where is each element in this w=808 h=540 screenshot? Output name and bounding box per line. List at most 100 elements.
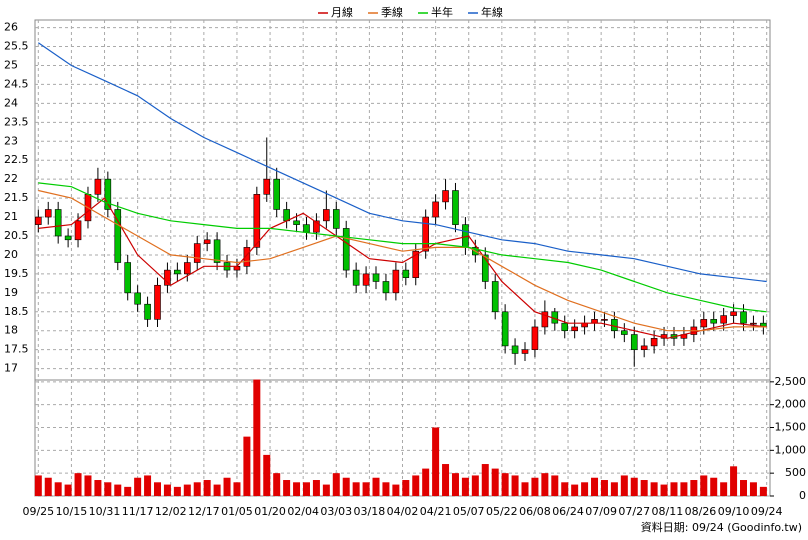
candle-body (611, 319, 618, 332)
candle-body (392, 269, 400, 294)
y-tick-label: 20 (4, 248, 18, 261)
volume-bar (571, 484, 579, 496)
y-tick-label: 19.5 (4, 267, 29, 280)
volume-bar (302, 482, 310, 496)
legend-label: 季線 (381, 5, 403, 19)
footer: 資料日期: 09/24 (Goodinfo.tw) (641, 520, 802, 534)
x-tick-label: 04/02 (387, 505, 419, 518)
volume-bar (213, 484, 221, 496)
volume-bar (94, 480, 102, 496)
candle-body (481, 254, 489, 282)
y2-tick-label: 1,000 (775, 443, 807, 456)
x-tick-label: 12/17 (188, 505, 220, 518)
candle-body (650, 338, 658, 347)
volume-bar (501, 473, 509, 496)
volume-bar (491, 468, 499, 496)
ma-line (37, 42, 767, 283)
x-tick-label: 11/17 (122, 505, 154, 518)
y-tick-label: 25.5 (4, 40, 29, 53)
ma-line (38, 182, 767, 313)
candle-body (154, 284, 161, 320)
volume-bar (144, 475, 152, 496)
legend: 月線 季線 半年 年線 (318, 5, 503, 19)
y2-tick-label: 1,500 (775, 420, 807, 433)
candle-body (54, 209, 62, 237)
candle-body (203, 239, 211, 244)
y-tick-label: 18 (4, 324, 18, 337)
candle-body (640, 345, 648, 350)
candle-body (174, 269, 181, 275)
volume-bar (690, 480, 698, 496)
candle-body (591, 319, 598, 324)
volume-bar (173, 486, 181, 496)
volume-bar (372, 477, 380, 496)
candle-body (352, 269, 360, 286)
y-tick-label: 23 (4, 134, 18, 147)
y-tick-label: 26 (4, 21, 18, 34)
candle-body (720, 315, 727, 324)
candle-body (342, 228, 350, 271)
volume-bar (710, 477, 718, 496)
volume-bar (332, 473, 340, 496)
volume-bar (283, 480, 291, 496)
candle-body (501, 311, 509, 347)
volume-bar (104, 482, 112, 496)
legend-label: 半年 (431, 5, 453, 19)
candle-body (511, 345, 519, 354)
volume-bar (124, 486, 132, 496)
ma-line (38, 189, 767, 332)
volume-bar (422, 468, 430, 496)
candle-body (134, 292, 141, 305)
candle-body (193, 243, 201, 263)
volume-bar (34, 475, 42, 496)
volume-bar (263, 454, 271, 496)
x-tick-label: 05/22 (486, 505, 518, 518)
y-tick-label: 25 (4, 58, 18, 71)
candle-body (452, 190, 459, 225)
legend-label: 月線 (331, 5, 353, 19)
candle-body (303, 224, 310, 233)
volume-bar (660, 484, 668, 496)
volume-bar (720, 482, 728, 496)
x-tick-label: 08/11 (652, 505, 684, 518)
x-tick-label: 02/04 (287, 505, 319, 518)
volume-bar (451, 473, 459, 496)
x-tick-label: 08/26 (685, 505, 717, 518)
candle-body (710, 319, 718, 324)
candle-body (94, 178, 102, 195)
candle-body (740, 311, 747, 324)
candle-body (571, 326, 578, 332)
candle-body (521, 349, 529, 354)
volume-bar (183, 484, 191, 496)
volume-bar (233, 482, 241, 496)
volume-bar (591, 477, 599, 496)
volume-bar (541, 473, 549, 496)
volume-bar (640, 480, 648, 496)
candle-body (332, 209, 340, 229)
candle-body (164, 269, 171, 286)
y2-tick-label: 2,000 (775, 398, 807, 411)
candle-body (541, 311, 549, 328)
y2-tick-label: 0 (799, 489, 806, 502)
volume-bar (223, 477, 231, 496)
volume-bar (134, 477, 142, 496)
candle-body (213, 239, 221, 263)
volume-bar (64, 484, 72, 496)
candle-body (104, 178, 112, 210)
candle-body (601, 319, 608, 321)
candle-body (432, 201, 439, 218)
candle-body (730, 311, 737, 316)
x-tick-label: 01/20 (254, 505, 286, 518)
y-tick-label: 17 (4, 362, 18, 375)
volume-bar (531, 477, 539, 496)
volume-bar (650, 482, 658, 496)
y-tick-label: 21 (4, 210, 18, 223)
x-tick-label: 12/02 (155, 505, 187, 518)
x-tick-label: 03/18 (354, 505, 386, 518)
legend-label: 年線 (481, 5, 503, 19)
candle-body (144, 303, 151, 320)
volume-bar (273, 473, 281, 496)
volume-bar (610, 482, 618, 496)
y-tick-label: 24.5 (4, 77, 29, 90)
volume-bar (461, 477, 469, 496)
